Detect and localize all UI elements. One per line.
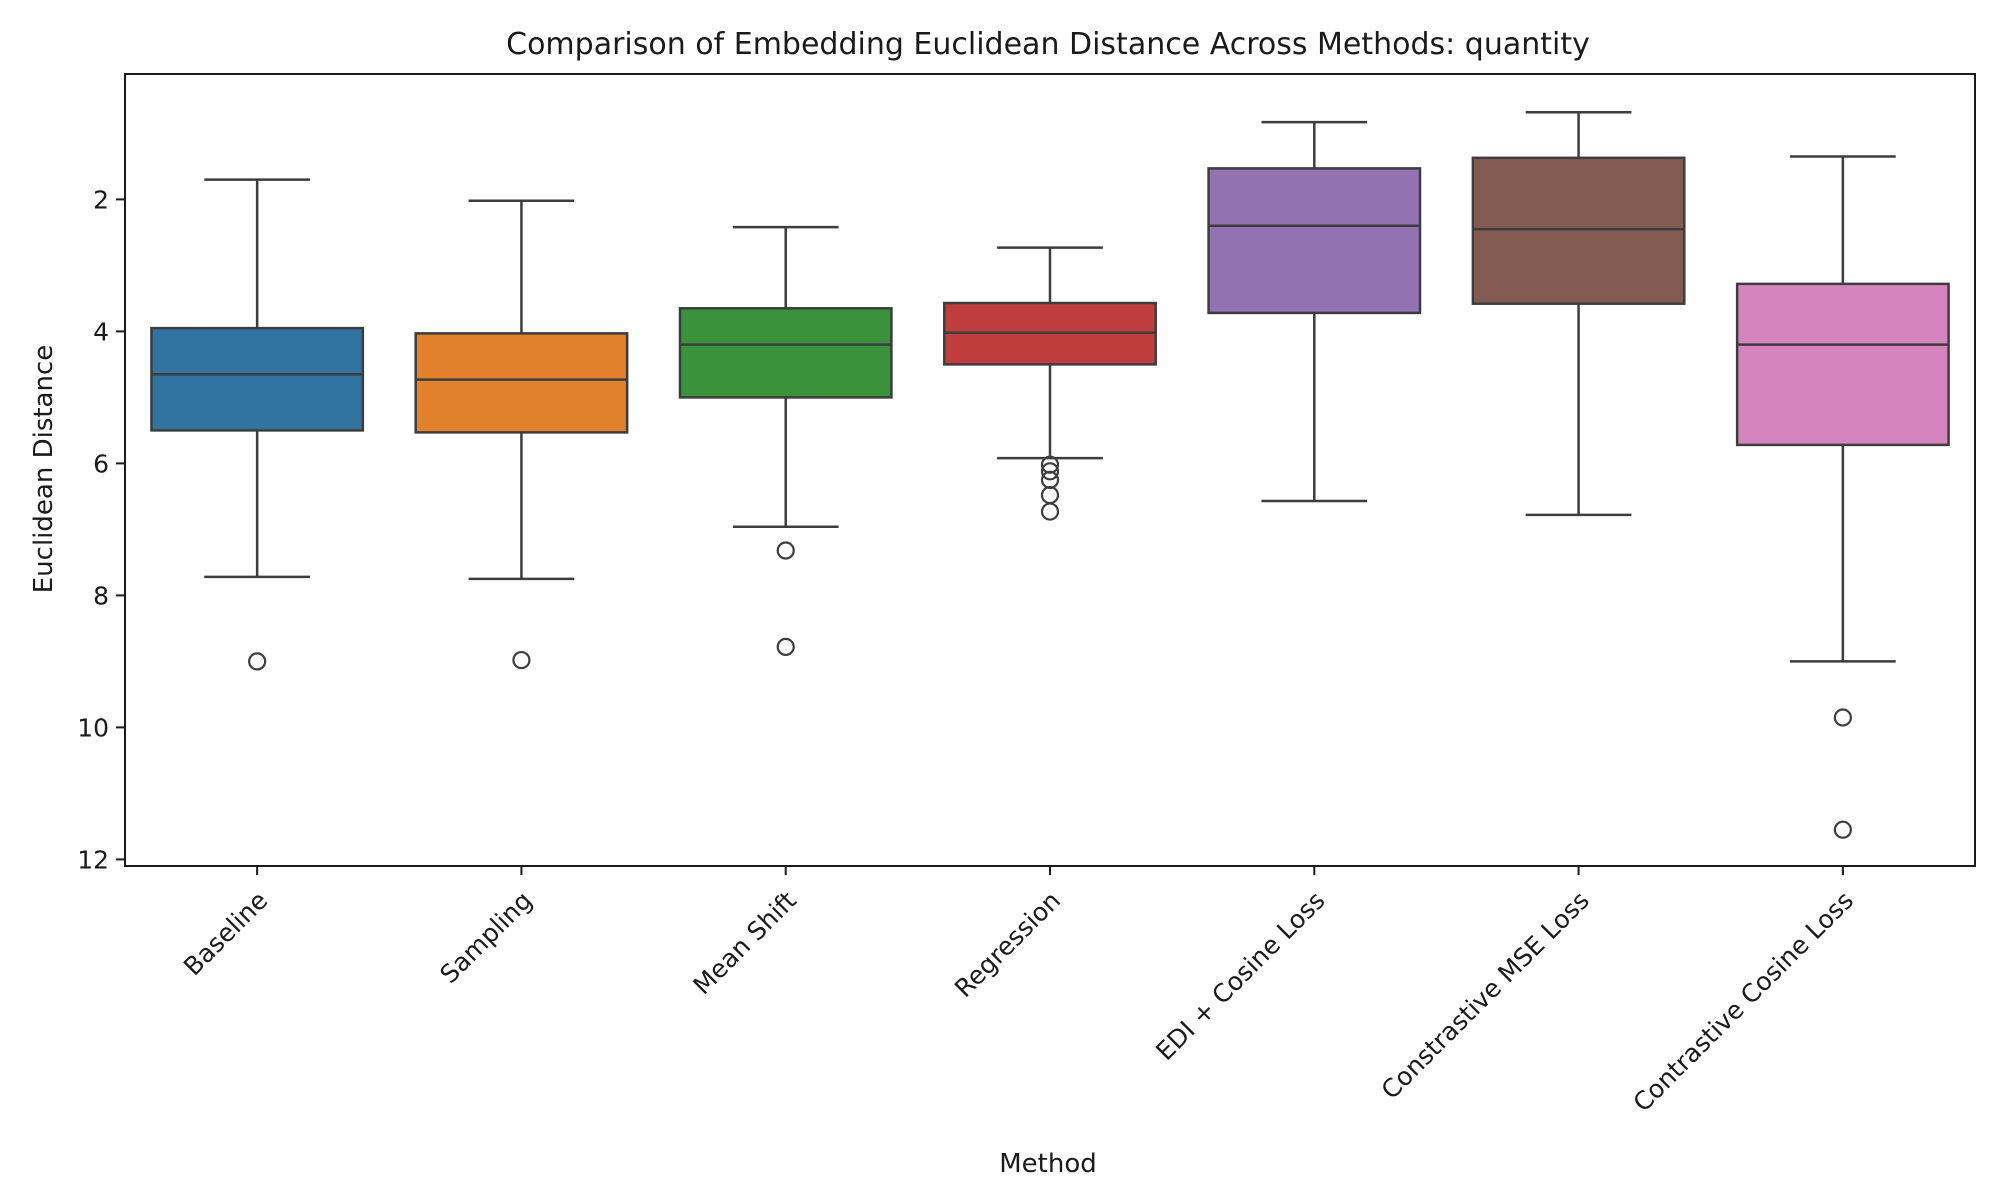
box-6-iqr-box xyxy=(1735,282,1950,447)
plot-frame xyxy=(124,73,1976,867)
box-6-outlier-0 xyxy=(1833,708,1852,727)
plot-area: Baseline Sampling Mean Shift Regression EDI … xyxy=(77,73,1976,1118)
box-6-outlier-1 xyxy=(1833,820,1852,839)
box-1-outlier-0 xyxy=(512,650,531,670)
y-tick-label-5: 12 xyxy=(77,845,109,874)
x-tick-label-4: EDI + Cosine Loss xyxy=(1150,886,1330,1066)
x-tick-label-6: Contrastive Cosine Loss xyxy=(1627,886,1859,1118)
box-2-outlier-1 xyxy=(776,637,795,656)
box-2-iqr-box xyxy=(678,307,893,399)
y-tick-label-2: 6 xyxy=(93,449,109,478)
box-0-iqr-box xyxy=(150,326,365,432)
chart-title: Comparison of Embedding Euclidean Distan… xyxy=(506,27,1590,62)
box-2-outlier-0 xyxy=(776,541,795,560)
box-0-outlier-0 xyxy=(248,652,267,671)
x-tick-label-2: Mean Shift xyxy=(687,886,802,1001)
box-3-outlier-3 xyxy=(1040,485,1060,505)
y-tick-label-3: 8 xyxy=(93,581,109,610)
y-axis-label: Euclidean Distance xyxy=(29,345,59,594)
y-tick-label-4: 10 xyxy=(77,713,109,742)
x-axis-label: Method xyxy=(999,1149,1097,1179)
x-tick-label-0: Baseline xyxy=(178,886,273,981)
box-4-iqr-box xyxy=(1207,167,1422,315)
box-5-iqr-box xyxy=(1471,156,1686,305)
box-3-outlier-4 xyxy=(1040,502,1060,521)
x-tick-label-1: Sampling xyxy=(434,886,537,989)
y-tick-label-0: 2 xyxy=(93,185,109,214)
box-3-outlier-1 xyxy=(1040,462,1060,481)
x-tick-label-5: Constrastive MSE Loss xyxy=(1376,886,1595,1105)
y-tick-label-1: 4 xyxy=(93,317,109,346)
x-tick-label-3: Regression xyxy=(949,886,1066,1003)
box-1-iqr-box xyxy=(414,332,629,434)
